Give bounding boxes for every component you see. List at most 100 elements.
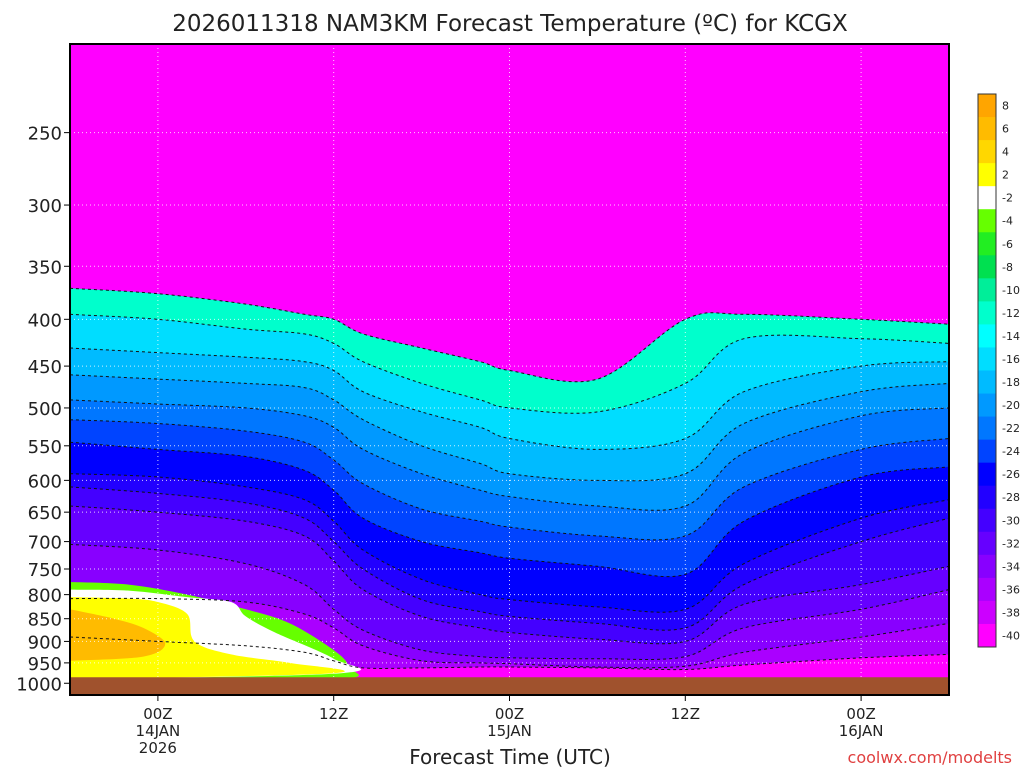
colorbar-swatch bbox=[978, 508, 996, 533]
temperature-bands bbox=[70, 44, 949, 695]
watermark: coolwx.com/modelts bbox=[848, 748, 1012, 767]
colorbar-swatch bbox=[978, 439, 996, 464]
isotherm-line bbox=[70, 473, 949, 613]
colorbar-swatch bbox=[978, 347, 996, 371]
y-axis: 2503003504004505005506006507007508008509… bbox=[16, 124, 70, 695]
colorbar-label: -40 bbox=[1002, 629, 1020, 642]
x-tick-label: 00Z bbox=[143, 705, 172, 723]
y-tick-label: 850 bbox=[28, 610, 62, 631]
colorbar: 8 6 4 2 -2 -4 -6 -8 -10 -12 -14 -16 -18 -20 -22 -24 -26 -… bbox=[977, 93, 1020, 648]
colorbar-label: -14 bbox=[1002, 330, 1020, 343]
x-tick-label: 00Z bbox=[495, 705, 524, 723]
colorbar-label: -32 bbox=[1002, 537, 1020, 550]
colorbar-swatch bbox=[978, 140, 996, 164]
chart-title: 2026011318 NAM3KM Forecast Temperature (… bbox=[172, 11, 848, 37]
y-tick-label: 1000 bbox=[16, 674, 62, 695]
colorbar-swatch bbox=[978, 554, 996, 579]
colorbar-swatch bbox=[978, 232, 996, 256]
colorbar-swatch bbox=[978, 163, 996, 187]
isotherm-line bbox=[70, 347, 949, 450]
isotherm-line bbox=[70, 441, 949, 578]
colorbar-label: -22 bbox=[1002, 422, 1020, 435]
colorbar-label: -24 bbox=[1002, 445, 1020, 458]
colorbar-label: -28 bbox=[1002, 491, 1020, 504]
colorbar-swatch bbox=[978, 301, 996, 325]
colorbar-label: -6 bbox=[1002, 238, 1013, 251]
colorbar-label: -10 bbox=[1002, 284, 1020, 297]
x-tick-label: 15JAN bbox=[487, 722, 532, 740]
isotherm-line bbox=[70, 313, 949, 414]
colorbar-label: -12 bbox=[1002, 307, 1020, 320]
y-tick-label: 750 bbox=[28, 560, 62, 581]
colorbar-label: -18 bbox=[1002, 376, 1020, 389]
colorbar-label: 8 bbox=[1002, 100, 1009, 113]
colorbar-label: -2 bbox=[1002, 192, 1013, 205]
y-tick-label: 550 bbox=[28, 437, 62, 458]
x-tick-label: 12Z bbox=[319, 705, 348, 723]
x-tick-label: 00Z bbox=[846, 705, 875, 723]
colorbar-swatch bbox=[978, 186, 996, 210]
y-tick-label: 250 bbox=[28, 124, 62, 145]
colorbar-label: -20 bbox=[1002, 399, 1020, 412]
colorbar-swatch bbox=[978, 577, 996, 602]
colorbar-swatch bbox=[978, 255, 996, 279]
x-tick-label: 16JAN bbox=[839, 722, 884, 740]
colorbar-label: -30 bbox=[1002, 514, 1020, 527]
colorbar-label: 2 bbox=[1002, 169, 1009, 182]
colorbar-label: -34 bbox=[1002, 560, 1020, 573]
y-tick-label: 600 bbox=[28, 471, 62, 492]
colorbar-swatch bbox=[978, 278, 996, 302]
isotherm-line bbox=[70, 597, 949, 669]
colorbar-swatch bbox=[978, 94, 996, 118]
colorbar-label: -8 bbox=[1002, 261, 1013, 274]
colorbar-label: -16 bbox=[1002, 353, 1020, 366]
isotherm-line bbox=[70, 419, 949, 541]
isotherm-line bbox=[70, 287, 949, 383]
isotherm-line bbox=[70, 636, 949, 671]
colorbar-swatch bbox=[978, 485, 996, 510]
y-tick-label: 950 bbox=[28, 654, 62, 675]
colorbar-swatch bbox=[978, 117, 996, 141]
x-tick-label: 14JAN bbox=[136, 722, 181, 740]
y-tick-label: 700 bbox=[28, 533, 62, 554]
ground-surface bbox=[70, 677, 949, 695]
x-tick-label: 2026 bbox=[139, 739, 177, 757]
colorbar-frame bbox=[977, 93, 997, 648]
isotherm-line bbox=[70, 399, 949, 511]
y-tick-label: 400 bbox=[28, 310, 62, 331]
y-tick-label: 500 bbox=[28, 399, 62, 420]
colorbar-label: -38 bbox=[1002, 606, 1020, 619]
y-tick-label: 650 bbox=[28, 503, 62, 524]
colorbar-label: 6 bbox=[1002, 123, 1009, 136]
warm-layer bbox=[70, 609, 166, 661]
isotherm-lines bbox=[70, 287, 949, 671]
colorbar-label: -36 bbox=[1002, 583, 1020, 596]
colorbar-label: -26 bbox=[1002, 468, 1020, 481]
colorbar-label: 4 bbox=[1002, 146, 1009, 159]
x-tick-label: 12Z bbox=[671, 705, 700, 723]
colorbar-label: -4 bbox=[1002, 215, 1013, 228]
y-tick-label: 450 bbox=[28, 357, 62, 378]
y-tick-label: 800 bbox=[28, 586, 62, 607]
y-tick-label: 300 bbox=[28, 196, 62, 217]
grid-lines bbox=[70, 44, 949, 695]
y-tick-label: 900 bbox=[28, 632, 62, 653]
y-tick-label: 350 bbox=[28, 257, 62, 278]
isotherm-line bbox=[70, 486, 949, 631]
colorbar-swatch bbox=[978, 324, 996, 348]
colorbar-swatch bbox=[978, 393, 996, 418]
isotherm-line bbox=[70, 505, 949, 645]
x-axis-label: Forecast Time (UTC) bbox=[409, 745, 611, 768]
colorbar-swatch bbox=[978, 209, 996, 233]
colorbar-swatch bbox=[978, 370, 996, 395]
colorbar-swatch bbox=[978, 623, 996, 648]
warm-layer bbox=[70, 597, 345, 680]
colorbar-swatch bbox=[978, 600, 996, 625]
colorbar-swatch bbox=[978, 462, 996, 487]
isotherm-line bbox=[70, 374, 949, 482]
colorbar-swatch bbox=[978, 416, 996, 441]
plot-area bbox=[70, 44, 949, 695]
colorbar-swatch bbox=[978, 531, 996, 556]
